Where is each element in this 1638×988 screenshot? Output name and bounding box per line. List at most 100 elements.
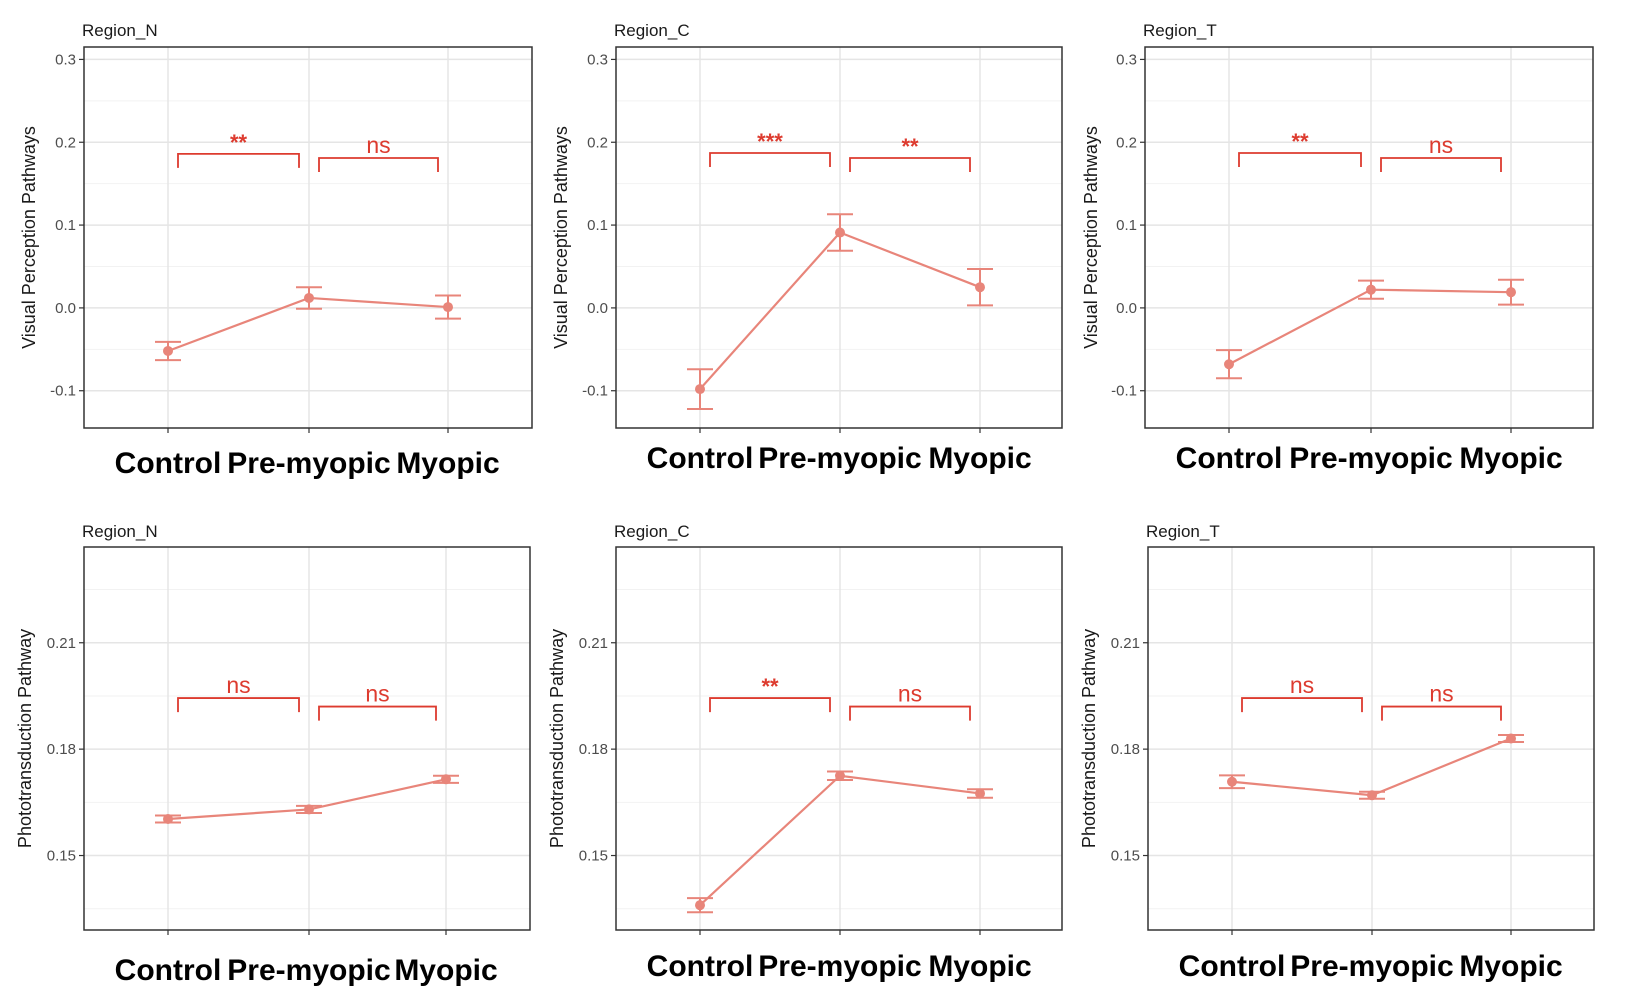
y-axis-label: Phototransduction Pathway bbox=[1079, 629, 1099, 848]
chart-panel-5: Region_C 0.15 0.18 0.21 Phototransduction Pa… bbox=[547, 522, 1063, 983]
significance-bracket bbox=[1241, 697, 1363, 713]
x-tick-label: Control bbox=[115, 954, 222, 987]
panel-title: Region_N bbox=[82, 522, 158, 541]
y-tick-label: 0.2 bbox=[1116, 134, 1137, 151]
x-tick-label: Control bbox=[647, 950, 754, 983]
panel-title: Region_N bbox=[82, 21, 158, 40]
panel-title: Region_C bbox=[614, 522, 690, 541]
significance-bracket bbox=[177, 697, 300, 713]
data-point bbox=[975, 788, 985, 799]
significance-label: ns bbox=[366, 132, 390, 158]
y-tick-label: 0.1 bbox=[1116, 217, 1137, 234]
panel-title: Region_T bbox=[1143, 21, 1217, 40]
significance-label: *** bbox=[757, 129, 783, 154]
y-tick-label: -0.1 bbox=[582, 383, 608, 400]
y-tick-label: 0.21 bbox=[579, 635, 608, 652]
panel-frame bbox=[615, 546, 1063, 931]
x-tick-label: Myopic bbox=[396, 447, 499, 480]
x-tick-label: Myopic bbox=[1459, 950, 1562, 983]
data-point bbox=[163, 814, 173, 825]
data-point bbox=[835, 227, 845, 238]
chart-panel-6: Region_T 0.15 0.18 0.21 Phototransduction Pa… bbox=[1079, 522, 1595, 983]
data-point bbox=[1367, 790, 1377, 801]
significance-label: ns bbox=[1290, 672, 1314, 698]
x-tick-label: Control bbox=[647, 442, 754, 475]
x-tick-label: Myopic bbox=[1459, 442, 1562, 475]
significance-label: ** bbox=[1291, 129, 1309, 154]
significance-bracket bbox=[318, 157, 439, 172]
panel-frame bbox=[83, 546, 531, 931]
significance-label: ns bbox=[1429, 132, 1453, 158]
data-point bbox=[695, 384, 705, 395]
x-tick-label: Control bbox=[1176, 442, 1283, 475]
chart-panel-1: Region_N -0.1 0.0 0.1 0.2 0.3 Visual Perceptio… bbox=[19, 21, 533, 480]
data-point bbox=[1506, 287, 1516, 298]
y-tick-label: 0.15 bbox=[1111, 848, 1140, 865]
panel-frame bbox=[1147, 546, 1595, 931]
x-tick-label: Pre-myopic bbox=[227, 447, 390, 480]
panel-frame bbox=[83, 46, 533, 429]
y-tick-label: 0.3 bbox=[1116, 51, 1137, 68]
data-point bbox=[163, 345, 173, 356]
significance-bracket bbox=[318, 705, 437, 721]
data-point bbox=[975, 282, 985, 293]
x-tick-label: Myopic bbox=[928, 950, 1031, 983]
significance-label: ** bbox=[761, 674, 779, 699]
y-tick-label: 0.15 bbox=[579, 848, 608, 865]
panel-title: Region_C bbox=[614, 21, 690, 40]
x-tick-label: Pre-myopic bbox=[1290, 950, 1453, 983]
data-point bbox=[695, 900, 705, 911]
x-tick-label: Control bbox=[1179, 950, 1286, 983]
significance-bracket bbox=[849, 705, 971, 721]
panel-frame bbox=[1144, 46, 1594, 429]
y-tick-label: 0.0 bbox=[55, 300, 76, 317]
significance-bracket bbox=[1238, 152, 1362, 168]
chart-panel-2: Region_C -0.1 0.0 0.1 0.2 0.3 Visual Perceptio… bbox=[551, 21, 1063, 475]
y-tick-label: 0.18 bbox=[1111, 741, 1140, 758]
y-tick-label: 0.2 bbox=[587, 134, 608, 151]
x-tick-label: Control bbox=[115, 447, 222, 480]
significance-bracket bbox=[849, 157, 971, 172]
significance-label: ns bbox=[898, 681, 922, 707]
x-tick-label: Pre-myopic bbox=[1289, 442, 1452, 475]
significance-label: ** bbox=[230, 130, 248, 155]
y-tick-label: 0.21 bbox=[47, 635, 76, 652]
x-tick-label: Myopic bbox=[928, 442, 1031, 475]
y-axis-label: Visual Perception Pathways bbox=[551, 126, 571, 349]
data-point bbox=[304, 804, 314, 815]
y-tick-label: 0.15 bbox=[47, 848, 76, 865]
y-tick-label: -0.1 bbox=[50, 383, 76, 400]
x-tick-label: Pre-myopic bbox=[758, 442, 921, 475]
panel-title: Region_T bbox=[1146, 522, 1220, 541]
data-point bbox=[835, 770, 845, 781]
significance-bracket bbox=[1380, 157, 1502, 172]
x-tick-label: Pre-myopic bbox=[227, 954, 390, 987]
x-tick-label: Pre-myopic bbox=[758, 950, 921, 983]
y-tick-label: -0.1 bbox=[1111, 383, 1137, 400]
significance-bracket bbox=[709, 697, 831, 713]
significance-label: ns bbox=[1429, 681, 1453, 707]
y-tick-label: 0.18 bbox=[47, 741, 76, 758]
data-point bbox=[441, 774, 451, 785]
significance-bracket bbox=[709, 152, 831, 168]
y-tick-label: 0.0 bbox=[1116, 300, 1137, 317]
y-tick-label: 0.1 bbox=[55, 217, 76, 234]
y-tick-label: 0.18 bbox=[579, 741, 608, 758]
x-tick-label: Myopic bbox=[394, 954, 497, 987]
significance-label: ** bbox=[901, 134, 919, 159]
data-point bbox=[1224, 359, 1234, 370]
data-point bbox=[304, 292, 314, 303]
significance-label: ns bbox=[365, 681, 389, 707]
significance-bracket bbox=[177, 152, 300, 168]
chart-panel-3: Region_T -0.1 0.0 0.1 0.2 0.3 Visual Perceptio… bbox=[1081, 21, 1594, 475]
y-tick-label: 0.1 bbox=[587, 217, 608, 234]
y-tick-label: 0.0 bbox=[587, 300, 608, 317]
y-tick-label: 0.3 bbox=[587, 51, 608, 68]
series-line bbox=[1228, 288, 1512, 366]
data-point bbox=[1227, 776, 1237, 787]
y-axis-label: Visual Perception Pathways bbox=[19, 126, 39, 349]
data-point bbox=[1506, 733, 1516, 744]
chart-panel-4: Region_N 0.15 0.18 0.21 Phototransduction Pa… bbox=[15, 522, 531, 987]
panel-frame bbox=[615, 46, 1063, 429]
